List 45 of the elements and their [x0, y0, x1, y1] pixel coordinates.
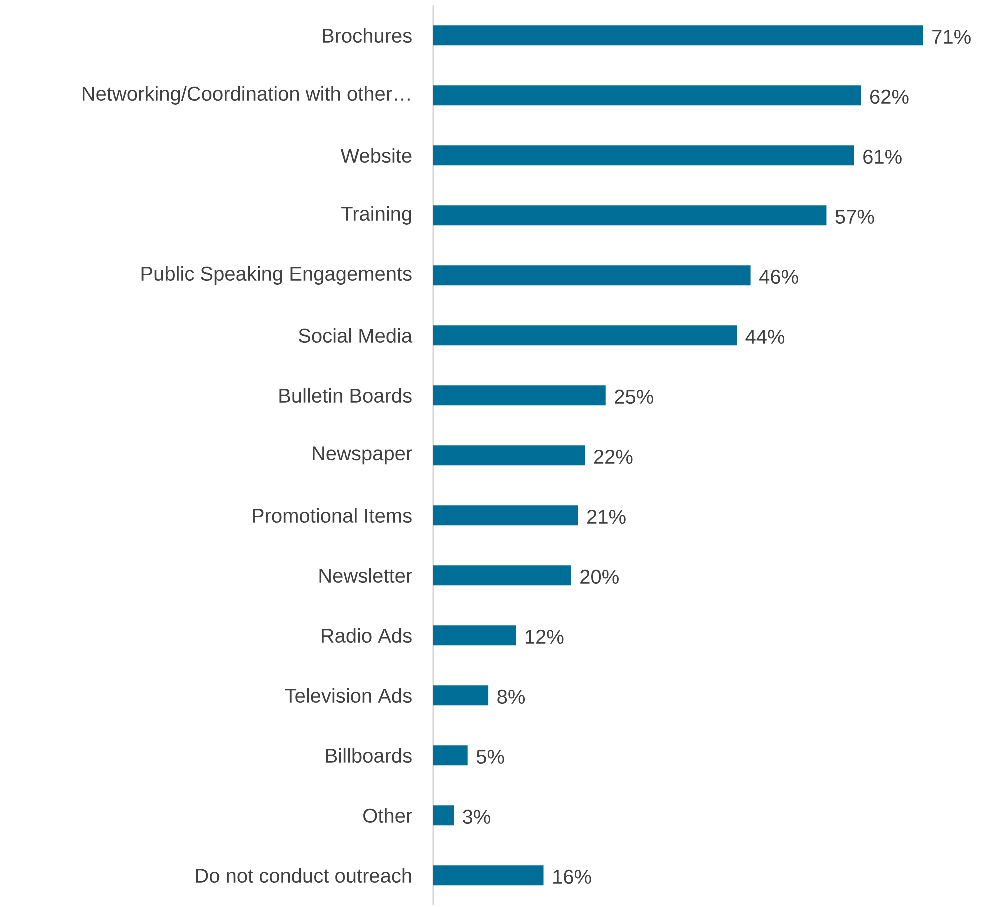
y-tick-label: Radio Ads	[322, 628, 412, 644]
y-tick-label: Public Speaking Engagements	[142, 266, 412, 285]
data-label: 20%	[580, 570, 619, 584]
bar	[433, 566, 572, 586]
bar	[433, 446, 586, 466]
y-tick-label: Billboards	[326, 748, 412, 764]
y-tick-label: Do not conduct outreach	[196, 868, 412, 884]
data-label: 22%	[594, 450, 633, 464]
y-tick-label: Newsletter	[320, 568, 412, 584]
bar	[433, 686, 489, 706]
data-label: 46%	[760, 270, 798, 284]
data-label: 57%	[836, 210, 874, 224]
y-tick-label: Brochures	[323, 28, 412, 44]
bar	[433, 746, 468, 766]
data-label: 5%	[476, 750, 504, 764]
bar	[433, 266, 751, 286]
y-tick-label: Promotional Items	[253, 508, 412, 524]
bar	[433, 26, 924, 46]
y-tick-label: Other	[364, 808, 412, 824]
bar	[433, 806, 454, 826]
data-label: 44%	[746, 330, 785, 344]
bar	[433, 146, 854, 166]
bar	[433, 506, 578, 526]
data-label: 25%	[615, 390, 654, 404]
bar	[433, 626, 516, 646]
data-label: 62%	[870, 90, 909, 104]
data-label: 16%	[554, 870, 592, 884]
data-label: 8%	[498, 690, 525, 704]
bar	[433, 386, 606, 406]
y-tick-label: Social Media	[299, 328, 413, 344]
y-tick-label: Bulletin Boards	[280, 388, 412, 404]
data-label: 12%	[526, 630, 564, 644]
y-tick-label: Networking/Coordination with other…	[82, 86, 410, 105]
y-tick-label: Television Ads	[285, 688, 412, 704]
y-tick-label: Newspaper	[313, 446, 412, 465]
y-tick-label: Website	[340, 148, 412, 164]
bar	[433, 866, 544, 886]
bar	[433, 86, 862, 106]
data-label: 21%	[588, 510, 626, 524]
data-label: 3%	[463, 810, 490, 824]
bar	[433, 326, 737, 346]
y-tick-label: Training	[342, 206, 412, 225]
data-label: 71%	[932, 30, 971, 44]
bar	[433, 206, 827, 226]
data-label: 61%	[864, 150, 902, 164]
